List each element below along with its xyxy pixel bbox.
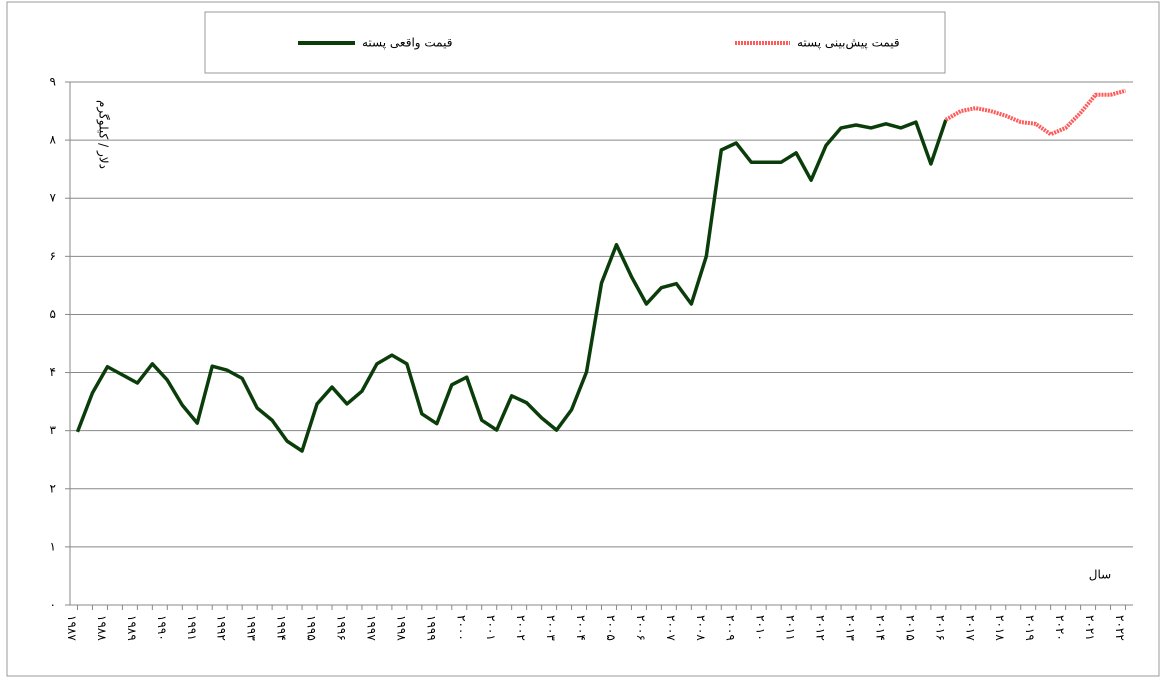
- x-tick-label: ۲۰۱۶: [933, 615, 947, 641]
- series-line: [944, 88, 1127, 137]
- x-tick-label: ۱۹۹۷: [364, 615, 378, 641]
- x-tick-label: ۲۰۱۰: [754, 615, 768, 641]
- x-tick-label: ۱۹۸۷: [65, 615, 79, 641]
- x-tick-label: ۲۰۲۰: [1053, 615, 1067, 641]
- x-tick-label: ۱۹۹۰: [155, 615, 169, 641]
- legend-label: قیمت پیش‌بینی پسته: [797, 36, 900, 51]
- x-tick-label: ۲۰۱۳: [844, 615, 858, 641]
- x-tick-label: ۱۹۸۸: [95, 615, 109, 641]
- x-tick-label: ۲۰۰۴: [574, 615, 588, 641]
- x-tick-label: ۲۰۱۱: [784, 615, 798, 641]
- x-tick-label: ۲۰۰۳: [544, 615, 558, 641]
- y-tick-label: ۸: [50, 133, 57, 147]
- x-tick-label: ۲۰۲۲: [1113, 615, 1127, 641]
- x-tick-label: ۲۰۰۸: [694, 615, 708, 641]
- y-tick-label: ۴: [50, 365, 56, 379]
- x-tick-label: ۱۹۹۴: [275, 615, 289, 641]
- x-tick-label: ۲۰۰۹: [724, 615, 738, 641]
- legend-label: قیمت واقعی پسته: [362, 36, 452, 51]
- y-tick-label: ۶: [50, 249, 56, 263]
- y-tick-label: ۲: [50, 481, 56, 495]
- x-tick-label: ۲۰۱۷: [963, 615, 977, 641]
- x-tick-label: ۲۰۱۸: [993, 615, 1007, 641]
- x-tick-label: ۱۹۸۹: [125, 615, 139, 641]
- y-axis-label: دلار / کیلوگرم: [96, 100, 111, 169]
- x-tick-label: ۲۰۰۶: [634, 615, 648, 641]
- x-tick-label: ۱۹۹۱: [185, 615, 199, 641]
- x-tick-label: ۲۰۰۱: [484, 615, 498, 641]
- y-tick-label: ۷: [50, 191, 57, 205]
- series-line: [75, 119, 948, 453]
- x-axis-label: سال: [1089, 568, 1111, 582]
- x-tick-label: ۱۹۹۳: [245, 615, 259, 641]
- x-tick-label: ۱۹۹۸: [394, 615, 408, 641]
- x-tick-label: ۱۹۹۹: [424, 615, 438, 641]
- y-tick-label: ۳: [50, 423, 57, 437]
- x-tick-label: ۲۰۱۵: [903, 615, 917, 641]
- x-tick-label: ۲۰۲۱: [1083, 615, 1097, 641]
- y-tick-label: ۰: [50, 598, 56, 612]
- x-tick-label: ۲۰۱۲: [814, 615, 828, 641]
- y-tick-label: ۵: [50, 307, 56, 321]
- x-tick-label: ۱۹۹۲: [215, 615, 229, 641]
- y-tick-label: ۹: [50, 75, 56, 89]
- x-tick-label: ۱۹۹۵: [305, 615, 319, 641]
- frame: [6, 1, 1160, 677]
- x-tick-label: ۲۰۰۷: [664, 615, 678, 641]
- y-tick-label: ۱: [50, 539, 56, 553]
- x-tick-label: ۲۰۰۵: [604, 615, 618, 641]
- x-tick-label: ۲۰۱۴: [873, 615, 887, 641]
- x-tick-label: ۱۹۹۶: [334, 615, 348, 641]
- x-tick-label: ۲۰۱۹: [1023, 615, 1037, 641]
- x-tick-label: ۲۰۰۰: [454, 615, 468, 641]
- x-tick-label: ۲۰۰۲: [514, 615, 528, 641]
